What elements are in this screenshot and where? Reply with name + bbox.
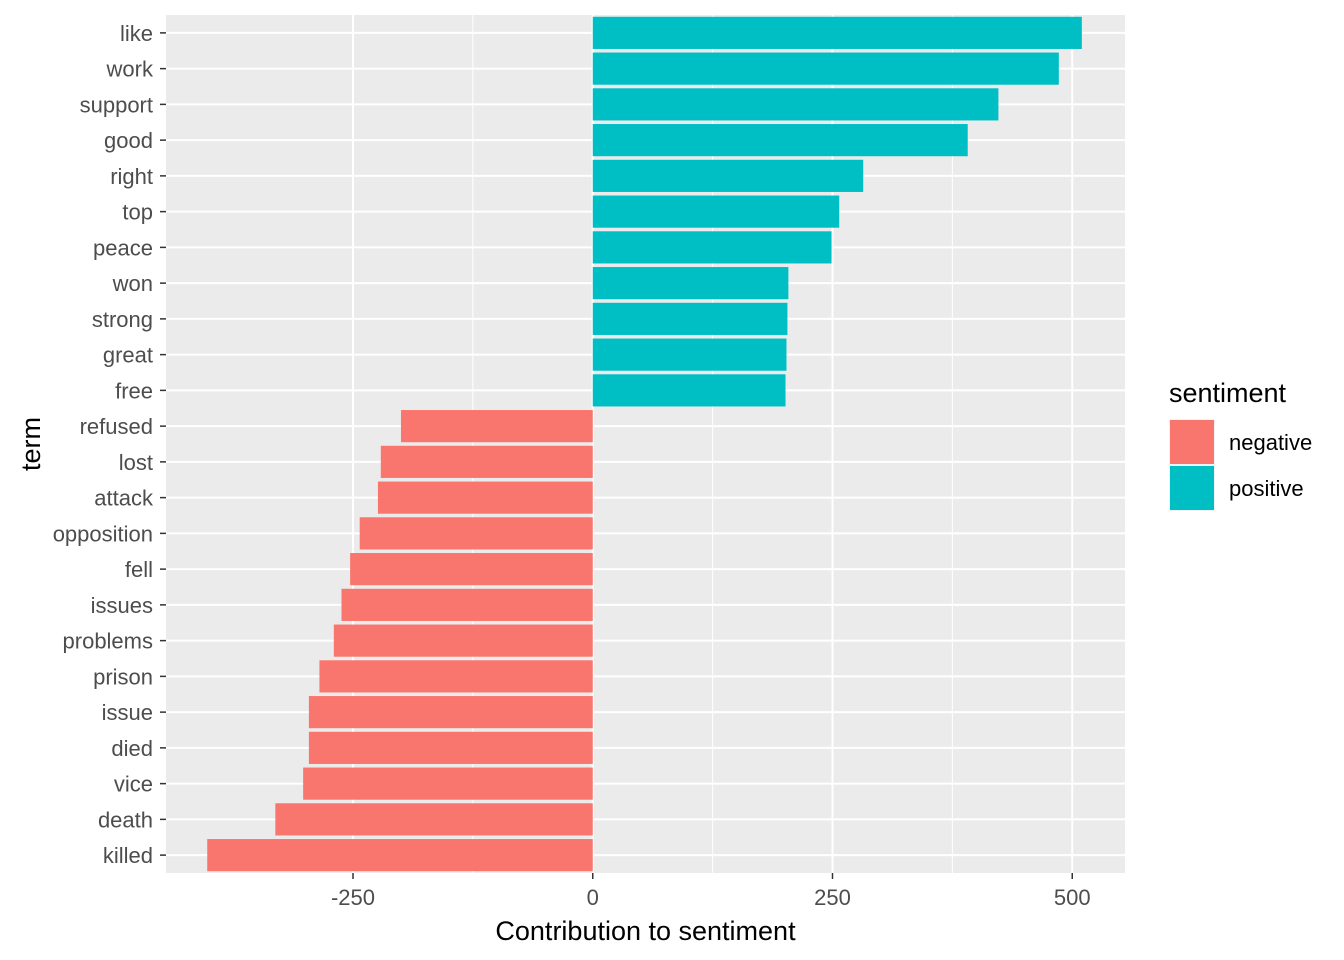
- x-tick-label: 250: [814, 885, 851, 910]
- y-axis: like work support good right top peace won stron…: [53, 21, 166, 868]
- y-tick-label: died: [111, 736, 153, 761]
- bar-peace: [592, 231, 832, 264]
- y-tick-label: issues: [91, 593, 153, 618]
- legend-label-positive: positive: [1229, 476, 1304, 501]
- bar-death: [275, 803, 593, 836]
- y-tick-label: like: [120, 21, 153, 46]
- bar-won: [592, 267, 789, 300]
- y-tick-label: attack: [94, 486, 154, 511]
- bar-great: [592, 338, 787, 371]
- bar-killed: [207, 839, 593, 872]
- y-tick-label: prison: [93, 664, 153, 689]
- bar-problems: [333, 624, 593, 657]
- bar-issues: [341, 588, 593, 621]
- y-tick-label: great: [103, 343, 153, 368]
- y-tick-label: free: [115, 378, 153, 403]
- bar-right: [592, 159, 864, 192]
- y-tick-label: work: [106, 57, 154, 82]
- y-tick-label: good: [104, 128, 153, 153]
- legend: sentiment negative positive: [1169, 378, 1312, 511]
- legend-label-negative: negative: [1229, 430, 1312, 455]
- y-tick-label: fell: [125, 557, 153, 582]
- x-axis: -250 0 250 500: [331, 873, 1091, 910]
- bar-top: [592, 195, 840, 228]
- y-axis-title: term: [16, 417, 46, 471]
- bar-attack: [377, 481, 593, 514]
- y-tick-label: vice: [114, 772, 153, 797]
- y-tick-label: opposition: [53, 521, 153, 546]
- x-tick-label: 500: [1054, 885, 1091, 910]
- bar-died: [308, 731, 593, 764]
- y-tick-label: strong: [92, 307, 153, 332]
- bars: [207, 16, 1082, 872]
- y-tick-label: killed: [103, 843, 153, 868]
- y-tick-label: refused: [80, 414, 153, 439]
- x-tick-label: -250: [331, 885, 375, 910]
- y-tick-label: peace: [93, 235, 153, 260]
- x-tick-label: 0: [587, 885, 599, 910]
- bar-work: [592, 52, 1059, 85]
- bar-issue: [308, 696, 593, 729]
- bar-strong: [592, 302, 788, 335]
- bar-support: [592, 88, 999, 121]
- y-tick-label: support: [80, 92, 153, 117]
- x-axis-title: Contribution to sentiment: [495, 916, 796, 946]
- y-tick-label: won: [112, 271, 153, 296]
- bar-good: [592, 124, 968, 157]
- bar-like: [592, 16, 1082, 49]
- legend-swatch-positive: [1170, 466, 1214, 510]
- y-tick-label: right: [110, 164, 153, 189]
- y-tick-label: death: [98, 807, 153, 832]
- legend-swatch-negative: [1170, 420, 1214, 464]
- y-tick-label: lost: [119, 450, 153, 475]
- y-tick-label: problems: [63, 629, 153, 654]
- y-tick-label: top: [122, 200, 153, 225]
- bar-free: [592, 374, 786, 407]
- plot-panel: [166, 15, 1125, 873]
- grid-minor: [472, 15, 953, 873]
- bar-fell: [350, 553, 593, 586]
- y-tick-label: issue: [102, 700, 153, 725]
- bar-vice: [303, 767, 593, 800]
- bar-lost: [380, 445, 593, 478]
- legend-title: sentiment: [1169, 378, 1287, 408]
- bar-opposition: [359, 517, 593, 550]
- bar-refused: [400, 410, 593, 443]
- bar-prison: [319, 660, 593, 693]
